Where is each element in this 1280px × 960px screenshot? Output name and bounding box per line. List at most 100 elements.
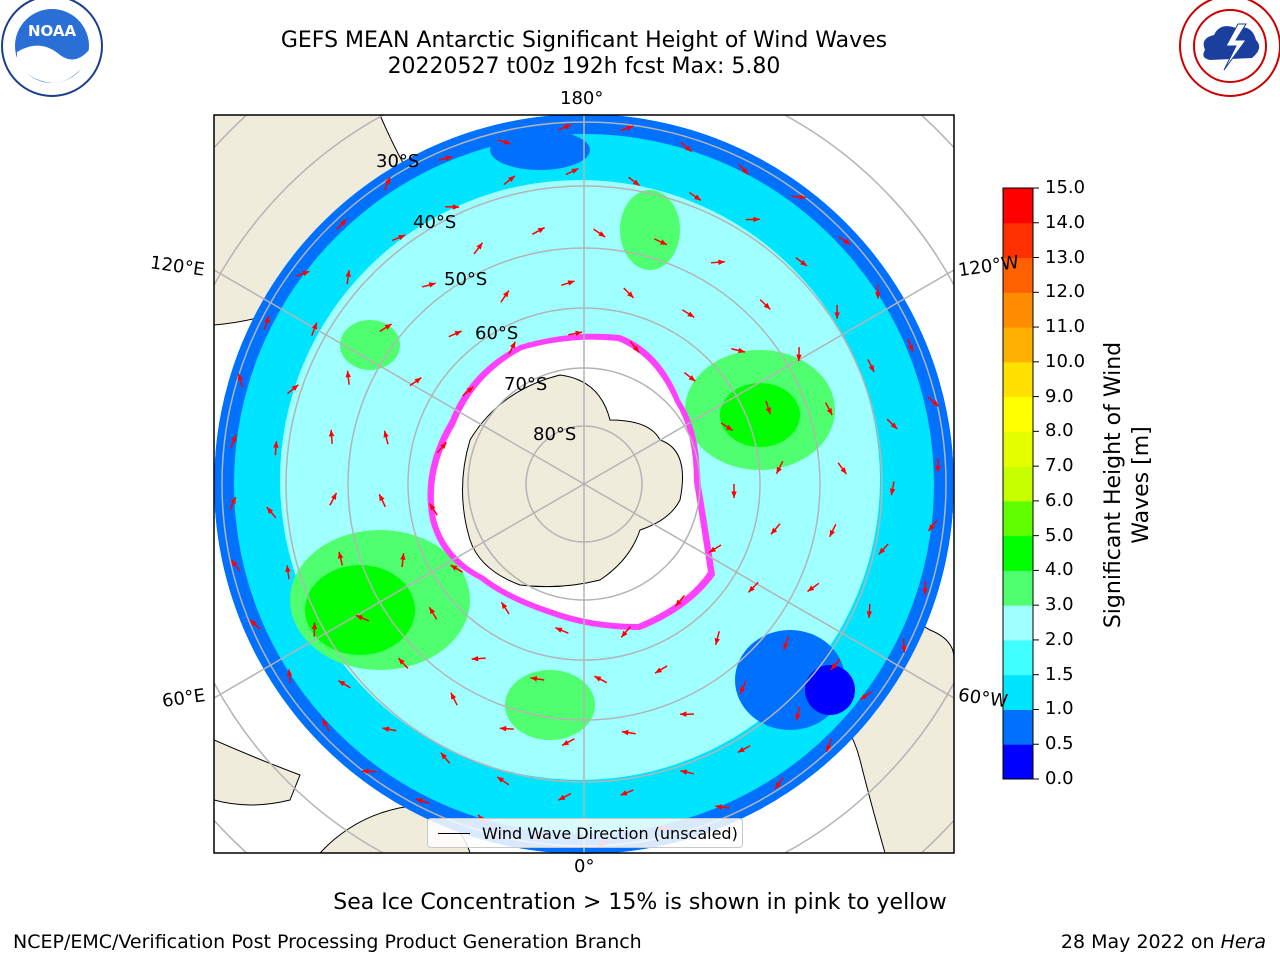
wave-direction-arrow-head bbox=[715, 804, 723, 810]
footer-machine: Hera bbox=[1220, 931, 1266, 953]
map-legend: Wind Wave Direction (unscaled) bbox=[427, 818, 743, 848]
colorbar-segment bbox=[1003, 292, 1033, 328]
wave-direction-arrow-head bbox=[737, 746, 745, 753]
colorbar-segment bbox=[1003, 327, 1033, 363]
colorbar-segment bbox=[1003, 222, 1033, 259]
wave-direction-arrow-head bbox=[932, 400, 939, 407]
lon-label-0: 0° bbox=[574, 856, 595, 877]
wave-direction-arrow-head bbox=[659, 239, 667, 245]
colorbar-tick-label: 7.0 bbox=[1045, 455, 1074, 477]
wave-direction-arrow-head bbox=[400, 553, 406, 560]
wave-direction-arrow-head bbox=[889, 488, 896, 496]
wave-direction-arrow-head bbox=[598, 231, 606, 238]
wave-direction-arrow-head bbox=[416, 798, 424, 804]
wave-direction-arrow-head bbox=[714, 637, 720, 645]
colorbar bbox=[1003, 187, 1039, 780]
wave-direction-arrow-head bbox=[398, 658, 405, 665]
wave-direction-arrow-head bbox=[680, 769, 688, 775]
antarctica bbox=[427, 333, 715, 630]
wave-direction-arrow-head bbox=[471, 655, 479, 662]
wave-direction-arrow-head bbox=[627, 291, 634, 298]
colorbar-segment bbox=[1003, 744, 1033, 780]
lat-label-80s: 80°S bbox=[533, 424, 577, 445]
wave-direction-arrow-head bbox=[311, 622, 318, 630]
wave-direction-arrow-head bbox=[345, 370, 351, 378]
wave-direction-arrow-head bbox=[800, 259, 807, 266]
colorbar-label: Significant Height of Wind Waves [m] bbox=[1101, 341, 1154, 629]
legend-label: Wind Wave Direction (unscaled) bbox=[482, 823, 738, 843]
wave-direction-arrow-head bbox=[429, 503, 436, 511]
chart-subtitle: 20220527 t00z 192h fcst Max: 5.80 bbox=[387, 54, 781, 79]
wave-direction-arrow-head bbox=[687, 311, 695, 318]
wave-direction-arrow-head bbox=[414, 377, 422, 384]
wave-direction-arrow-head bbox=[331, 492, 337, 500]
wave-direction-arrow-head bbox=[503, 139, 511, 145]
wave-direction-arrow-head bbox=[783, 642, 789, 650]
wave-direction-arrow-head bbox=[345, 270, 351, 277]
colorbar-segment bbox=[1003, 396, 1033, 432]
wave-direction-arrow-head bbox=[753, 216, 760, 223]
wave-direction-arrow-head bbox=[621, 630, 628, 638]
chart-title: GEFS MEAN Antarctic Significant Height o… bbox=[280, 28, 888, 53]
noaa-logo: NOAA bbox=[1, 0, 103, 97]
footer-date-text: 28 May 2022 on bbox=[1060, 931, 1221, 953]
wave-direction-arrow-head bbox=[383, 430, 389, 438]
wave-direction-arrow-head bbox=[440, 752, 448, 760]
colorbar-segment bbox=[1003, 535, 1033, 571]
colorbar-segment bbox=[1003, 466, 1033, 502]
wave-direction-arrow-head bbox=[878, 547, 886, 555]
wave-direction-arrow-head bbox=[555, 627, 563, 633]
colorbar-tick-label: 1.0 bbox=[1045, 698, 1074, 720]
wave-direction-arrow-head bbox=[384, 323, 392, 330]
colorbar-segment bbox=[1003, 431, 1033, 467]
wave-direction-arrow-head bbox=[632, 179, 640, 186]
lat-label-60s: 60°S bbox=[475, 323, 519, 344]
wave-direction-arrow-head bbox=[440, 442, 447, 449]
lat-label-50s: 50°S bbox=[444, 269, 488, 290]
wind-wave-arrows bbox=[229, 123, 941, 848]
wave-direction-arrow-head bbox=[355, 615, 363, 621]
colorbar-tick-label: 5.0 bbox=[1045, 524, 1074, 546]
colorbar-segment bbox=[1003, 674, 1033, 710]
wave-direction-arrow-head bbox=[266, 507, 274, 514]
wave-direction-arrow-head bbox=[742, 168, 749, 175]
wave-direction-arrow-head bbox=[740, 686, 746, 694]
colorbar-tick-label: 1.5 bbox=[1045, 663, 1074, 685]
wave-direction-arrow-head bbox=[497, 776, 505, 783]
colorbar-tick-label: 2.0 bbox=[1045, 628, 1074, 650]
colorbar-tick-label: 15.0 bbox=[1045, 177, 1086, 198]
wave-direction-arrow-head bbox=[738, 347, 745, 354]
wave-direction-arrow-head bbox=[626, 125, 634, 131]
wave-direction-arrow-head bbox=[231, 434, 237, 442]
wave-direction-arrow-head bbox=[826, 744, 832, 752]
wave-direction-arrow-head bbox=[322, 719, 329, 727]
wave-direction-arrow-head bbox=[398, 235, 406, 241]
wave-direction-arrow-head bbox=[508, 175, 515, 183]
wave-direction-arrow-head bbox=[718, 259, 725, 265]
wave-direction-arrow-head bbox=[807, 585, 815, 592]
colorbar-tick-label: 13.0 bbox=[1045, 246, 1086, 268]
wave-direction-arrow-head bbox=[875, 292, 881, 299]
wave-direction-arrow-head bbox=[890, 422, 898, 429]
wave-direction-arrow-head bbox=[620, 790, 628, 796]
noaa-logo-text: NOAA bbox=[28, 22, 77, 40]
colorbar-tick-label: 0.0 bbox=[1045, 768, 1074, 789]
wave-direction-arrow-head bbox=[774, 782, 781, 789]
wave-direction-arrow-head bbox=[860, 693, 867, 700]
wave-direction-arrow-head bbox=[866, 611, 873, 618]
wave-direction-arrow-head bbox=[831, 663, 838, 670]
wave-direction-arrow-head bbox=[509, 341, 516, 349]
wave-direction-arrow-head bbox=[428, 282, 436, 288]
wave-direction-arrow-head bbox=[273, 441, 279, 448]
lat-label-40s: 40°S bbox=[413, 212, 457, 233]
footer-date: 28 May 2022 on Hera bbox=[1061, 931, 1266, 953]
wave-direction-arrow-head bbox=[231, 559, 238, 567]
lat-label-70s: 70°S bbox=[504, 374, 548, 395]
colorbar-tick-label: 11.0 bbox=[1045, 316, 1086, 338]
colorbar-segment bbox=[1003, 605, 1033, 641]
colorbar-segment bbox=[1003, 361, 1033, 398]
wave-direction-arrow-head bbox=[237, 373, 243, 381]
wave-direction-arrow-head bbox=[688, 375, 696, 382]
colorbar-segment bbox=[1003, 188, 1033, 224]
